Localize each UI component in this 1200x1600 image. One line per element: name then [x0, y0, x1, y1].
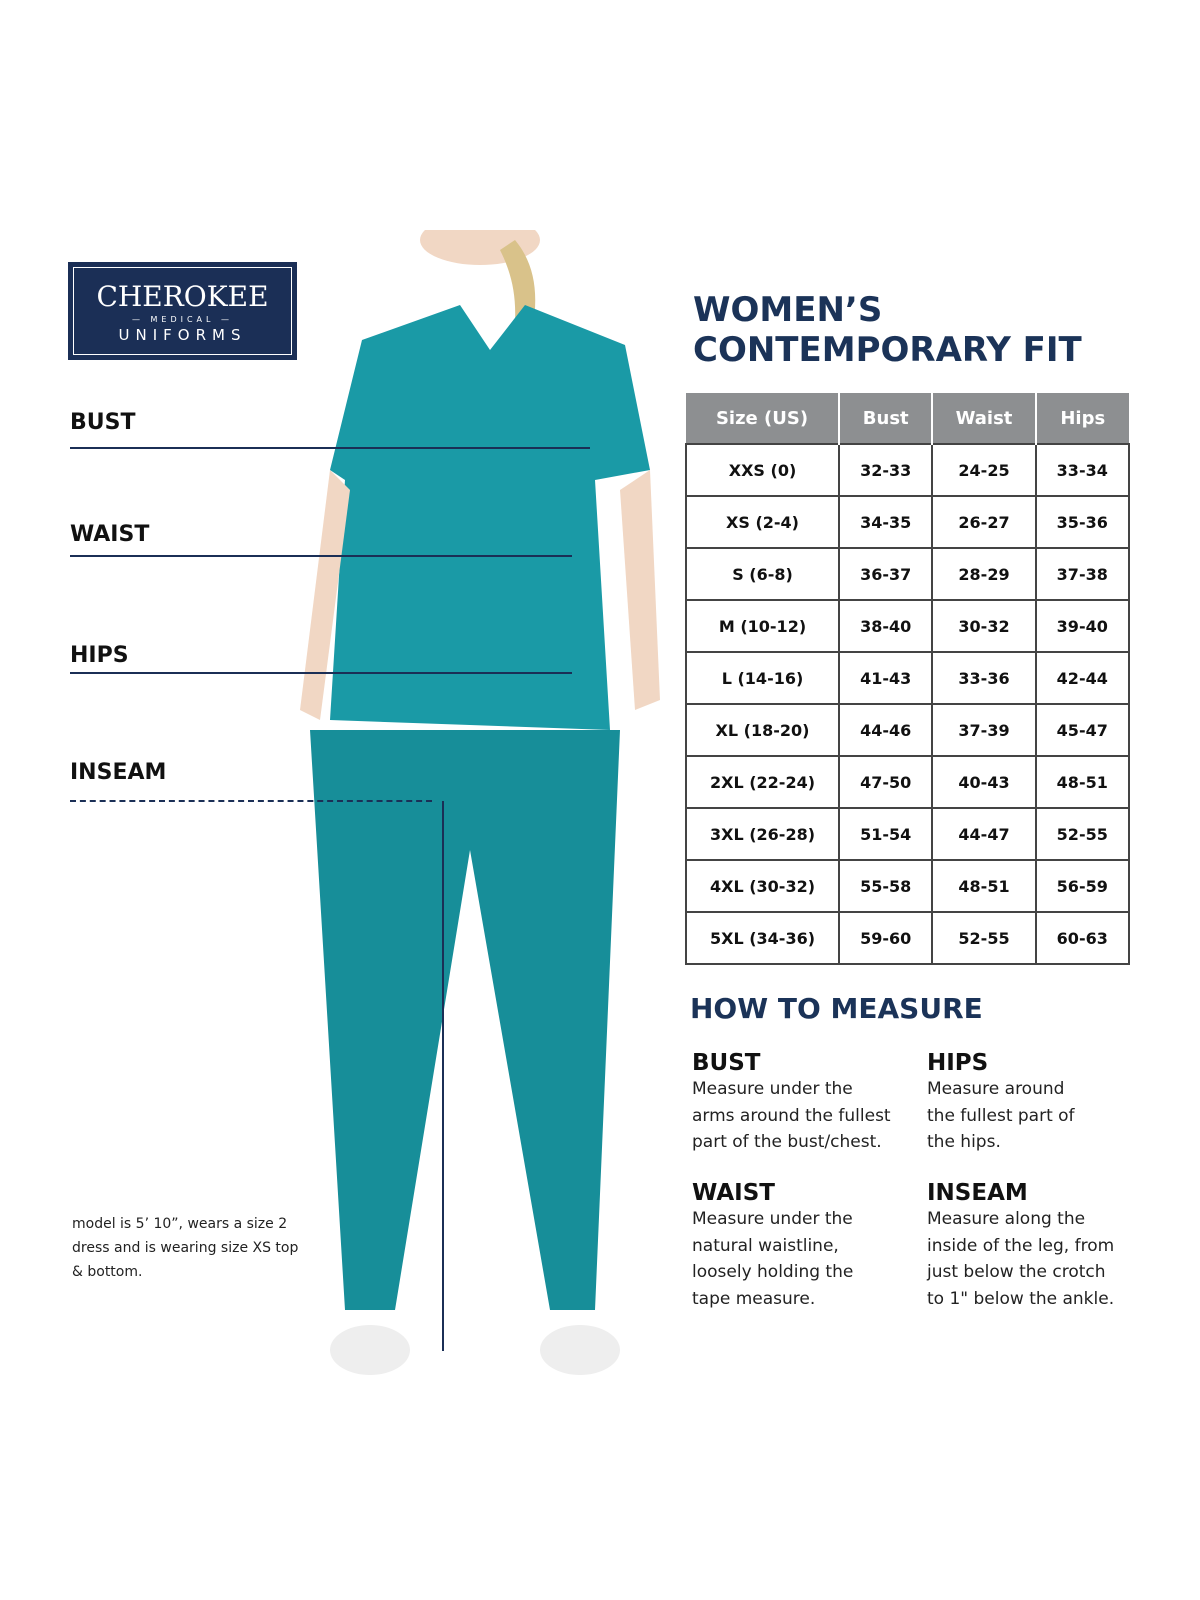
model-note: model is 5’ 10”, wears a size 2 dress an… — [72, 1216, 299, 1280]
measurement-cell: 52-55 — [931, 911, 1037, 965]
table-row: S (6-8) 36-37 28-29 37-38 — [685, 547, 1131, 601]
measurement-cell: 28-29 — [931, 547, 1037, 601]
measurement-cell: 40-43 — [931, 755, 1037, 809]
measurement-cell: 55-58 — [837, 859, 934, 913]
logo-sub: — MEDICAL — — [131, 315, 234, 324]
bust-line — [70, 447, 590, 449]
bust-text: Measure under the arms around the fulles… — [692, 1079, 891, 1152]
table-row: 3XL (26-28) 51-54 44-47 52-55 — [685, 807, 1131, 861]
logo-brand: CHEROKEE — [96, 280, 269, 313]
measurement-cell: 38-40 — [837, 599, 934, 653]
size-table: Size (US) Bust Waist Hips XXS (0) 32-33 24-25… — [685, 393, 1131, 965]
table-row: 2XL (22-24) 47-50 40-43 48-51 — [685, 755, 1131, 809]
bust-instructions: BUST Measure under the arms around the f… — [692, 1050, 897, 1156]
table-row: XXS (0) 32-33 24-25 33-34 — [685, 443, 1131, 497]
measurement-cell: 37-38 — [1034, 547, 1131, 601]
size-cell: 4XL (30-32) — [685, 859, 840, 913]
measurement-cell: 51-54 — [837, 807, 934, 861]
measurement-cell: 44-47 — [931, 807, 1037, 861]
size-cell: S (6-8) — [685, 547, 840, 601]
column-header: Waist — [932, 393, 1037, 444]
waist-instructions: WAIST Measure under the natural waistlin… — [692, 1180, 862, 1312]
waist-label: WAIST — [70, 522, 150, 547]
measurement-cell: 36-37 — [837, 547, 934, 601]
measurement-cell: 42-44 — [1034, 651, 1131, 705]
measurement-cell: 60-63 — [1034, 911, 1131, 965]
waist-line — [70, 555, 572, 557]
size-cell: L (14-16) — [685, 651, 840, 705]
size-cell: XXS (0) — [685, 443, 840, 497]
measurement-cell: 32-33 — [837, 443, 934, 497]
measurement-cell: 52-55 — [1034, 807, 1131, 861]
measurement-cell: 33-34 — [1034, 443, 1131, 497]
inseam-heading: INSEAM — [927, 1180, 1028, 1206]
column-header: Size (US) — [686, 393, 840, 444]
inseam-vertical-line — [442, 801, 444, 1351]
inseam-label: INSEAM — [70, 760, 167, 785]
table-row: XS (2-4) 34-35 26-27 35-36 — [685, 495, 1131, 549]
measurement-cell: 37-39 — [931, 703, 1037, 757]
measurement-cell: 24-25 — [931, 443, 1037, 497]
page-title: WOMEN’S CONTEMPORARY FIT — [693, 290, 1082, 370]
table-row: 4XL (30-32) 55-58 48-51 56-59 — [685, 859, 1131, 913]
measurement-cell: 59-60 — [837, 911, 934, 965]
size-cell: 2XL (22-24) — [685, 755, 840, 809]
measurement-cell: 35-36 — [1034, 495, 1131, 549]
model-figure — [300, 230, 660, 1375]
waist-text: Measure under the natural waistline, loo… — [692, 1209, 854, 1309]
table-row: XL (18-20) 44-46 37-39 45-47 — [685, 703, 1131, 757]
bust-label: BUST — [70, 410, 136, 435]
size-cell: 5XL (34-36) — [685, 911, 840, 965]
measurement-cell: 41-43 — [837, 651, 934, 705]
measurement-cell: 47-50 — [837, 755, 934, 809]
table-header: Size (US) Bust Waist Hips — [686, 393, 1129, 444]
title-line-1: WOMEN’S — [693, 290, 883, 330]
waist-heading: WAIST — [692, 1180, 775, 1206]
measurement-cell: 56-59 — [1034, 859, 1131, 913]
table-row: M (10-12) 38-40 30-32 39-40 — [685, 599, 1131, 653]
hips-heading: HIPS — [927, 1050, 989, 1076]
measurement-cell: 45-47 — [1034, 703, 1131, 757]
logo-sub2: UNIFORMS — [118, 326, 247, 344]
column-header: Hips — [1035, 393, 1129, 444]
size-cell: XS (2-4) — [685, 495, 840, 549]
measurement-cell: 39-40 — [1034, 599, 1131, 653]
hips-text: Measure around the fullest part of the h… — [927, 1079, 1075, 1152]
cherokee-logo: CHEROKEE — MEDICAL — UNIFORMS — [68, 262, 297, 360]
bust-heading: BUST — [692, 1050, 761, 1076]
how-to-measure-title: HOW TO MEASURE — [690, 992, 983, 1025]
hips-instructions: HIPS Measure around the fullest part of … — [927, 1050, 1087, 1156]
measurement-cell: 26-27 — [931, 495, 1037, 549]
table-row: L (14-16) 41-43 33-36 42-44 — [685, 651, 1131, 705]
measurement-cell: 30-32 — [931, 599, 1037, 653]
measurement-cell: 34-35 — [837, 495, 934, 549]
hips-label: HIPS — [70, 643, 129, 668]
table-row: 5XL (34-36) 59-60 52-55 60-63 — [685, 911, 1131, 965]
size-cell: 3XL (26-28) — [685, 807, 840, 861]
inseam-text: Measure along the inside of the leg, fro… — [927, 1209, 1115, 1309]
measurement-cell: 44-46 — [837, 703, 934, 757]
hips-line — [70, 672, 572, 674]
measurement-cell: 48-51 — [931, 859, 1037, 913]
measurement-cell: 48-51 — [1034, 755, 1131, 809]
inseam-dashed-line — [70, 800, 432, 802]
title-line-2: CONTEMPORARY FIT — [693, 330, 1082, 370]
measurement-cell: 33-36 — [931, 651, 1037, 705]
size-cell: XL (18-20) — [685, 703, 840, 757]
size-cell: M (10-12) — [685, 599, 840, 653]
column-header: Bust — [839, 393, 934, 444]
inseam-instructions: INSEAM Measure along the inside of the l… — [927, 1180, 1127, 1312]
